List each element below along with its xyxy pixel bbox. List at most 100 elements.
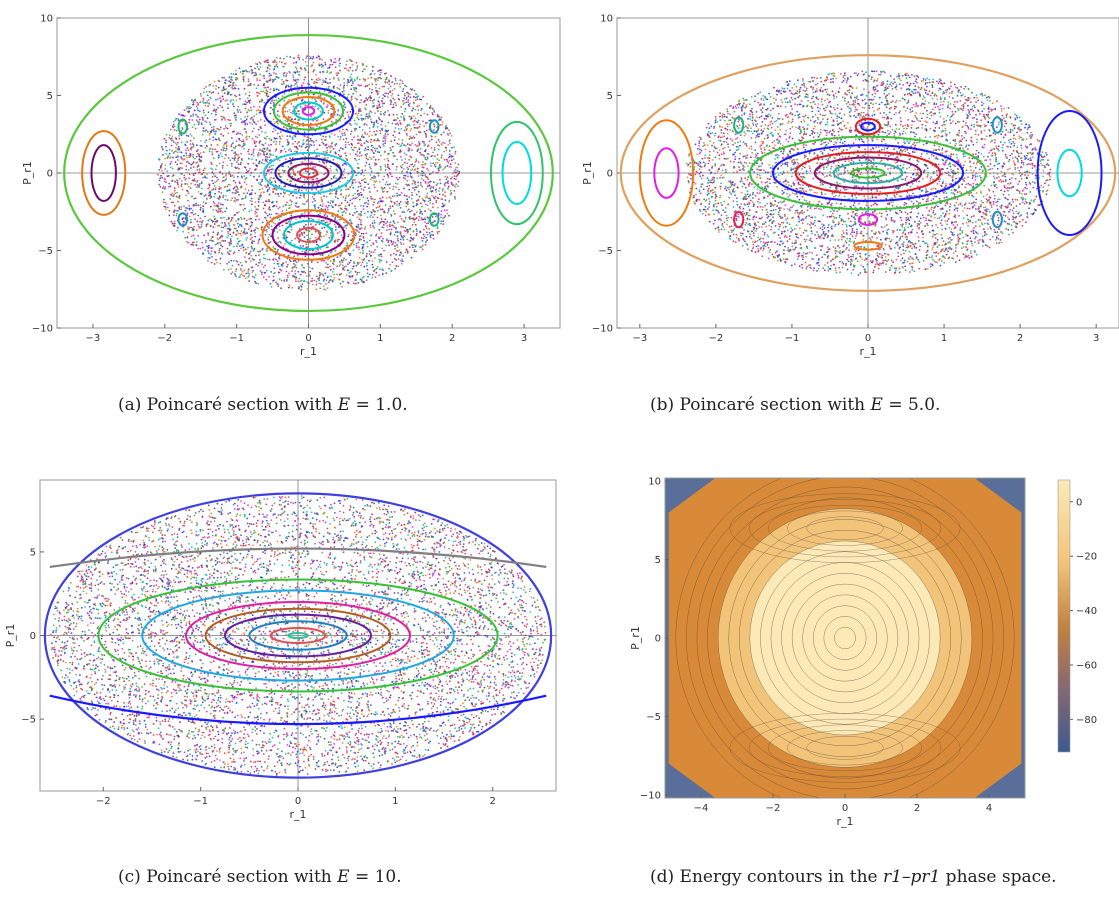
chaos-point — [288, 109, 291, 111]
chaos-point — [415, 233, 418, 235]
chaos-point — [249, 238, 252, 241]
chaos-point — [344, 146, 347, 149]
chaos-point — [398, 204, 401, 207]
chaos-point — [202, 97, 205, 100]
chaos-point — [216, 211, 219, 213]
chaos-point — [215, 180, 218, 183]
chaos-point — [222, 161, 225, 164]
chaos-point — [373, 257, 376, 260]
chaos-point — [177, 186, 180, 188]
chaos-point — [261, 99, 264, 101]
chaos-point — [253, 105, 255, 108]
chaos-point — [327, 156, 329, 159]
chaos-point — [342, 105, 345, 107]
chaos-point — [211, 255, 213, 258]
chaos-point — [182, 114, 185, 117]
chaos-point — [236, 77, 239, 79]
chaos-point — [378, 258, 381, 261]
chaos-point — [230, 162, 233, 165]
chaos-point — [273, 72, 275, 74]
chaos-point — [207, 187, 210, 190]
chaos-point — [362, 249, 364, 252]
chaos-point — [355, 174, 358, 177]
chaos-point — [316, 148, 318, 151]
chaos-point — [246, 123, 249, 125]
chaos-point — [388, 187, 391, 190]
chaos-point — [353, 146, 356, 149]
chaos-point — [261, 221, 264, 224]
chaos-point — [267, 170, 270, 173]
chaos-point — [314, 207, 317, 210]
chaos-point — [180, 151, 183, 154]
chaos-point — [379, 73, 381, 76]
chaos-point — [410, 197, 413, 200]
chaos-point — [357, 84, 360, 86]
chaos-point — [442, 188, 444, 191]
chaos-point — [285, 261, 287, 263]
chaos-point — [384, 166, 387, 168]
chaos-point — [311, 277, 314, 280]
chaos-point — [290, 103, 293, 105]
chaos-point — [222, 116, 224, 118]
chaos-point — [180, 185, 183, 188]
chaos-point — [174, 192, 177, 195]
chaos-point — [345, 67, 348, 70]
chaos-point — [320, 235, 323, 238]
chaos-point — [405, 133, 408, 135]
chaos-point — [189, 147, 192, 150]
chaos-point — [412, 135, 415, 138]
chaos-point — [236, 242, 239, 245]
chaos-point — [190, 207, 193, 210]
chaos-point — [380, 220, 383, 223]
chaos-point — [275, 205, 278, 208]
chaos-point — [380, 168, 382, 171]
chaos-point — [367, 210, 369, 213]
chaos-point — [277, 207, 280, 210]
chaos-point — [215, 98, 217, 101]
chaos-point — [380, 214, 382, 217]
chaos-point — [262, 144, 265, 147]
chaos-point — [393, 257, 396, 260]
chaos-point — [402, 168, 405, 170]
chaos-point — [203, 234, 205, 237]
chaos-point — [222, 134, 225, 137]
chaos-point — [420, 218, 423, 221]
chaos-point — [363, 142, 366, 145]
chaos-point — [417, 190, 420, 193]
chaos-point — [157, 158, 160, 160]
chaos-point — [346, 96, 349, 99]
chaos-point — [295, 82, 297, 85]
chaos-point — [391, 92, 394, 95]
chaos-point — [179, 151, 182, 154]
chaos-point — [197, 152, 199, 155]
chaos-point — [365, 115, 367, 118]
chaos-point — [394, 267, 397, 270]
chaos-point — [281, 262, 284, 265]
chaos-point — [332, 158, 335, 161]
chaos-point — [219, 171, 222, 173]
chaos-point — [176, 163, 179, 166]
chaos-point — [275, 155, 278, 158]
chaos-point — [336, 273, 338, 276]
chaos-point — [192, 229, 195, 232]
chaos-point — [364, 132, 367, 135]
chaos-point — [374, 112, 376, 115]
chaos-point — [431, 221, 434, 224]
chaos-point — [350, 146, 353, 149]
chaos-point — [250, 193, 253, 196]
chaos-point — [237, 159, 240, 162]
chaos-point — [227, 157, 230, 159]
chaos-point — [247, 169, 250, 172]
chaos-point — [406, 125, 409, 127]
chaos-point — [192, 234, 195, 237]
chaos-point — [421, 248, 424, 251]
chaos-point — [396, 122, 399, 125]
chaos-point — [201, 246, 204, 249]
chaos-point — [408, 105, 411, 107]
chaos-point — [170, 137, 173, 140]
chaos-point — [241, 120, 244, 123]
chaos-point — [343, 103, 346, 105]
chaos-point — [412, 165, 415, 168]
chaos-point — [339, 180, 341, 183]
chaos-point — [356, 150, 359, 153]
